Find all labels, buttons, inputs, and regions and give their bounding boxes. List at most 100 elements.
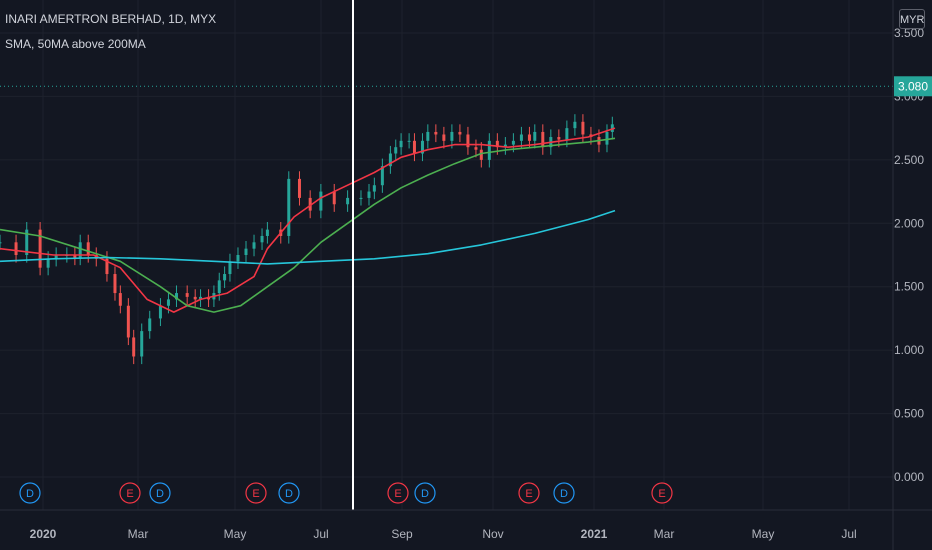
x-tick-label: 2020 — [30, 527, 57, 541]
candle-body — [359, 197, 363, 199]
candle-body — [495, 140, 499, 148]
currency-button[interactable]: MYR — [899, 9, 925, 29]
candle-body — [407, 140, 411, 142]
y-tick-label: 1.500 — [894, 280, 924, 294]
candle-body — [118, 293, 122, 306]
event-marker-dividend[interactable] — [149, 482, 171, 504]
last-price-label: 3.080 — [898, 79, 928, 93]
candle-body — [511, 140, 515, 145]
event-marker-label: E — [126, 488, 133, 500]
candle-body — [236, 255, 240, 262]
candle-body — [132, 337, 136, 357]
candle-body — [86, 242, 90, 255]
candle-body — [25, 229, 29, 255]
x-tick-label: Nov — [482, 527, 503, 541]
candle-body — [573, 121, 577, 129]
candle-body — [420, 140, 424, 154]
candle-body — [394, 147, 398, 154]
x-tick-label: May — [752, 527, 775, 541]
candle-body — [113, 274, 117, 294]
event-marker-label: D — [156, 488, 164, 500]
y-tick-label: 2.500 — [894, 153, 924, 167]
event-marker-label: D — [285, 488, 293, 500]
series-line-200ma — [0, 209, 616, 265]
event-marker-earnings[interactable] — [651, 482, 673, 504]
candle-body — [193, 296, 197, 300]
candle-body — [581, 121, 585, 135]
x-tick-label: 2021 — [581, 527, 608, 541]
x-tick-label: Jul — [313, 527, 328, 541]
x-tick-label: Jul — [841, 527, 856, 541]
candle-body — [166, 299, 170, 306]
y-tick-label: 3.500 — [894, 26, 924, 40]
candle-body — [565, 128, 569, 140]
candle-body — [265, 229, 269, 236]
candle-body — [533, 131, 537, 141]
event-marker-label: E — [525, 488, 532, 500]
candle-body — [487, 140, 491, 160]
candle-body — [38, 229, 42, 268]
candle-body — [73, 255, 77, 258]
x-tick-label: Sep — [391, 527, 413, 541]
event-marker-label: E — [252, 488, 259, 500]
event-marker-earnings[interactable] — [119, 482, 141, 504]
candle-body — [158, 305, 162, 319]
event-marker-dividend[interactable] — [553, 482, 575, 504]
candle-body — [223, 274, 227, 281]
candle-body — [14, 242, 18, 255]
candle-body — [54, 255, 58, 259]
event-marker-earnings[interactable] — [245, 482, 267, 504]
candle-body — [287, 178, 291, 236]
candle-body — [503, 144, 507, 148]
candle-body — [474, 147, 478, 150]
candle-body — [479, 149, 483, 160]
candle-body — [185, 293, 189, 297]
candle-body — [380, 166, 384, 186]
candle-body — [126, 305, 130, 338]
event-marker-label: D — [26, 488, 34, 500]
x-tick-label: Mar — [654, 527, 675, 541]
event-marker-label: E — [658, 488, 665, 500]
candle-body — [140, 331, 144, 357]
candle-body — [0, 242, 2, 244]
y-tick-label: 0.500 — [894, 407, 924, 421]
chart-title: INARI AMERTRON BERHAD, 1D, MYX — [5, 12, 217, 26]
series-line-50ma — [0, 137, 616, 313]
candle-body — [519, 134, 523, 141]
event-marker-earnings[interactable] — [518, 482, 540, 504]
candle-body — [46, 258, 50, 268]
candle-body — [605, 131, 609, 145]
event-marker-dividend[interactable] — [278, 482, 300, 504]
candle-body — [434, 131, 438, 135]
candle-body — [541, 131, 545, 148]
candle-body — [442, 134, 446, 141]
event-marker-label: E — [394, 488, 401, 500]
y-tick-label: 0.000 — [894, 470, 924, 484]
x-tick-label: May — [224, 527, 247, 541]
candle-body — [388, 153, 392, 167]
indicator-label[interactable]: SMA, 50MA above 200MA — [5, 37, 146, 51]
candle-body — [319, 191, 323, 211]
candle-body — [308, 197, 312, 211]
candle-body — [105, 258, 109, 275]
candle-body — [260, 235, 264, 243]
candle-body — [450, 131, 454, 141]
event-marker-dividend[interactable] — [414, 482, 436, 504]
event-marker-label: D — [421, 488, 429, 500]
candle-body — [466, 134, 470, 148]
candle-body — [78, 242, 82, 258]
candle-body — [148, 318, 152, 332]
y-tick-label: 1.000 — [894, 343, 924, 357]
candle-body — [367, 191, 371, 198]
candle-body — [244, 248, 248, 255]
event-marker-dividend[interactable] — [19, 482, 41, 504]
candle-body — [372, 185, 376, 192]
y-tick-label: 2.000 — [894, 216, 924, 230]
candle-body — [297, 178, 301, 198]
x-tick-label: Mar — [128, 527, 149, 541]
event-marker-label: D — [560, 488, 568, 500]
event-marker-earnings[interactable] — [387, 482, 409, 504]
